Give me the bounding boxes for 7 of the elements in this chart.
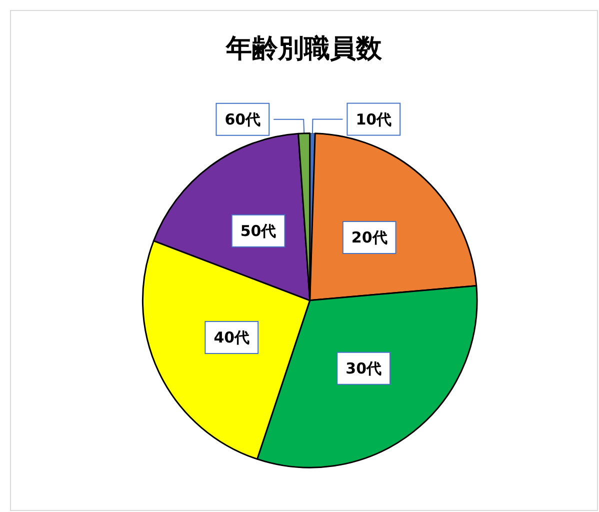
slice-label: 20代 [351, 228, 388, 246]
slice-label: 10代 [356, 110, 392, 128]
slice-label: 40代 [214, 328, 250, 347]
slice-label: 30代 [346, 359, 382, 378]
chart-title: 年齢別職員数 [225, 34, 383, 64]
slice-label: 60代 [224, 110, 261, 128]
slice-label: 50代 [240, 222, 276, 240]
